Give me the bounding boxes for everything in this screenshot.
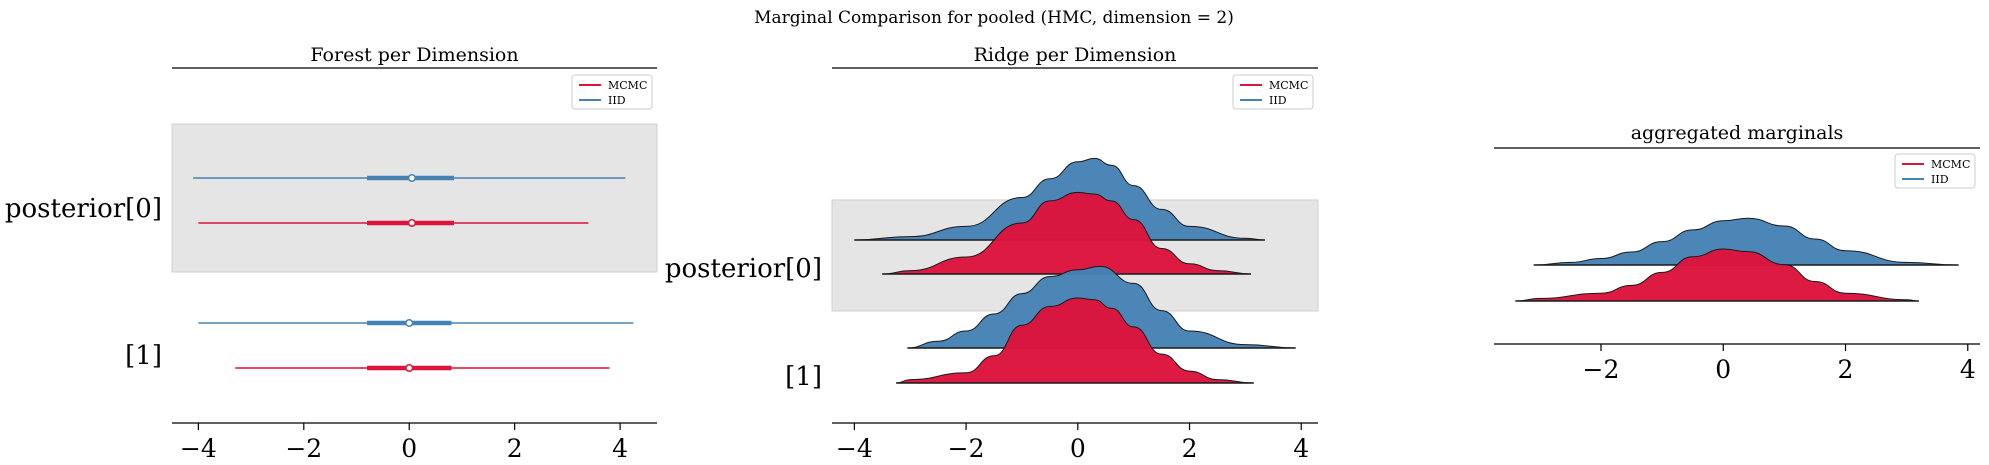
legend-label-iid: IID [1931,173,1949,186]
forest-panel: Forest per Dimension posterior[0] [1] −4 −2 0… [5,44,658,463]
x-tick-label: 0 [401,434,417,463]
x-tick-label: −4 [836,434,873,463]
legend-label-iid: IID [1269,94,1287,107]
ytick-label-1: [1] [785,362,822,392]
ytick-label-0: posterior[0] [5,194,162,224]
x-tick-label: 4 [612,434,628,463]
ridge-panel: Ridge per Dimension posterior[0] [1] −4 −2 0 2… [665,44,1319,463]
x-tick-label: 0 [1070,434,1086,463]
density-mcmc-dim1 [896,297,1254,384]
legend: MCMC IID [571,74,653,110]
legend: MCMC IID [1232,74,1314,110]
aggregated-panel: aggregated marginals −2 0 2 4 MCMC IID [1494,122,1980,384]
x-tick-label: −2 [285,434,322,463]
x-tick-label: −2 [1583,355,1620,384]
density-mcmc-dim0 [882,191,1252,275]
highlight-band [171,123,658,273]
panel-title: Forest per Dimension [310,44,518,66]
x-tick-label: 2 [1182,434,1198,463]
x-tick-label: −2 [948,434,985,463]
median-point-mcmc-dim0 [407,218,416,228]
x-tick-label: 4 [1960,355,1976,384]
x-tick-label: 2 [1838,355,1854,384]
x-tick-label: 4 [1293,434,1309,463]
panel-title: aggregated marginals [1631,122,1844,144]
density-iid [1533,217,1959,266]
median-point-iid-dim1 [405,318,414,328]
x-tick-label: 2 [507,434,523,463]
panel-title: Ridge per Dimension [974,44,1177,66]
legend-label-mcmc: MCMC [1931,158,1970,171]
legend-label-mcmc: MCMC [608,79,647,92]
legend: MCMC IID [1894,153,1976,189]
figure-suptitle: Marginal Comparison for pooled (HMC, dim… [754,8,1234,28]
ytick-label-1: [1] [125,341,162,371]
legend-label-mcmc: MCMC [1269,79,1308,92]
median-point-mcmc-dim1 [405,363,414,373]
x-tick-label: 0 [1715,355,1731,384]
ytick-label-0: posterior[0] [665,254,822,284]
median-point-iid-dim0 [407,173,416,183]
density-mcmc [1515,248,1919,302]
legend-label-iid: IID [608,94,626,107]
x-tick-label: −4 [180,434,217,463]
